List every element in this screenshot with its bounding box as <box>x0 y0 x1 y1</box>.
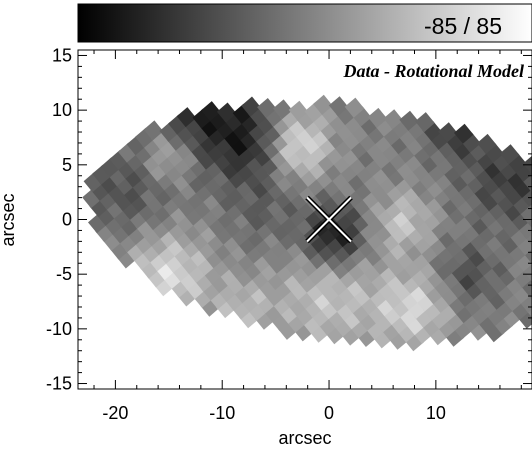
x-tick-label: 10 <box>426 403 446 423</box>
y-tick-labels: -15 -10 -5 0 5 10 15 <box>46 45 72 393</box>
x-tick-label: -20 <box>102 403 128 423</box>
y-tick-label: -10 <box>46 319 72 339</box>
y-tick-label: -5 <box>56 264 72 284</box>
residual-pixels <box>82 95 532 352</box>
x-tick-labels: -20 -10 0 10 <box>102 403 445 423</box>
colorbar-range-label: -85 / 85 <box>424 13 502 39</box>
y-tick-label: 0 <box>62 210 72 230</box>
y-tick-label: 10 <box>52 100 72 120</box>
x-tick-label: 0 <box>324 403 334 423</box>
y-axis-label: arcsec <box>0 193 18 246</box>
y-tick-label: -15 <box>46 374 72 394</box>
panel-label: Data - Rotational Model <box>342 61 524 81</box>
x-tick-label: -10 <box>209 403 235 423</box>
y-tick-label: 15 <box>52 45 72 65</box>
y-tick-label: 5 <box>62 155 72 175</box>
x-axis-label: arcsec <box>278 428 331 448</box>
